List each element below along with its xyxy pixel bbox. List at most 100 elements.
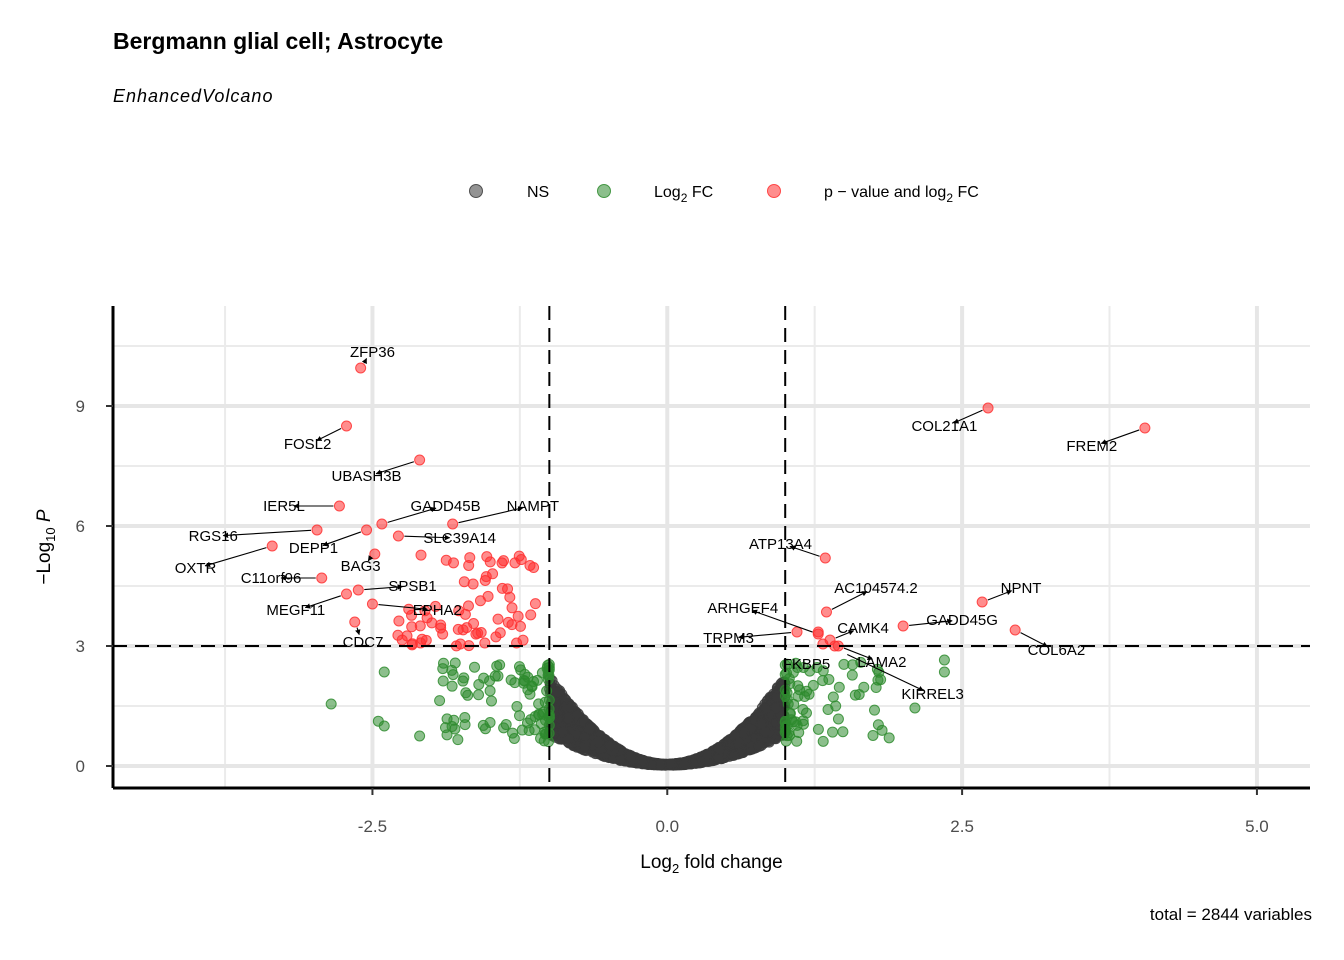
data-point-both [819, 552, 831, 564]
data-point-fc [437, 675, 449, 687]
data-point-fc [378, 720, 390, 732]
axes: -2.5 0.0 2.5 5.0 0 3 6 9 Log2 fold change −Log10 … [34, 306, 1310, 876]
data-point-fc [491, 660, 503, 672]
data-point-fc [781, 730, 793, 742]
y-tick-label: 0 [76, 757, 85, 776]
cutoff-lines [113, 306, 1310, 788]
data-point-both [406, 609, 418, 621]
label-connector [361, 357, 368, 365]
gene-label: FREM2 [1066, 438, 1117, 455]
x-tick-label: 5.0 [1245, 817, 1269, 836]
gene-label: LAMA2 [857, 654, 906, 671]
gene-label: CAMK4 [837, 620, 889, 637]
label-connector [831, 590, 868, 610]
data-point-fc [801, 685, 813, 697]
data-point-both [401, 630, 413, 642]
data-point-fc [438, 657, 450, 669]
gene-label: NAMPT [507, 498, 560, 515]
label-connector [847, 654, 925, 692]
data-point-both [453, 605, 465, 617]
label-connector [387, 506, 437, 523]
gene-label: BAG3 [341, 558, 381, 575]
data-point-both [376, 518, 388, 530]
data-point-fc [511, 700, 523, 712]
data-point-fc [457, 675, 469, 687]
legend-label-both: p − value and log2 FC [824, 184, 979, 205]
gene-label: COL21A1 [911, 418, 977, 435]
data-point-fc [869, 704, 881, 716]
data-point-fc [832, 713, 844, 725]
gene-label: C11orf96 [241, 570, 302, 587]
data-point-fc [817, 735, 829, 747]
data-point-both [311, 524, 323, 536]
data-point-fc [439, 722, 451, 734]
data-point-ns [728, 749, 740, 761]
data-point-both [393, 615, 405, 627]
gene-label: UBASH3B [332, 468, 402, 485]
legend-marker-fc [597, 184, 611, 198]
data-point-fc [790, 657, 802, 669]
gene-label: ARHGEF4 [707, 600, 778, 617]
legend-marker-both [767, 184, 781, 198]
data-point-fc [797, 704, 809, 716]
data-point-both [494, 627, 506, 639]
data-point-fc [817, 675, 829, 687]
data-point-ns [615, 754, 627, 766]
y-tick-label: 6 [76, 517, 85, 536]
data-point-fc [846, 669, 858, 681]
gene-label: TRPM3 [703, 630, 754, 647]
data-point-both [406, 639, 418, 651]
data-point-ns [565, 701, 577, 713]
data-point-both [504, 591, 516, 603]
chart-subtitle: EnhancedVolcano [113, 86, 274, 106]
data-point-fc [787, 716, 799, 728]
label-connector [404, 534, 451, 541]
label-connector [835, 630, 855, 639]
legend: NS Log2 FC p − value and log2 FC [469, 184, 979, 205]
legend-marker-ns [469, 184, 483, 198]
label-connector [355, 627, 361, 636]
label-connector [843, 647, 874, 661]
data-point-both [487, 568, 499, 580]
label-connector [987, 589, 1013, 601]
gene-label: FKBP5 [783, 656, 831, 673]
data-point-fc [505, 674, 517, 686]
data-point-fc [542, 674, 554, 686]
data-point-ns [738, 727, 750, 739]
data-point-both [355, 362, 367, 374]
data-point-fc [507, 727, 519, 739]
data-point-ns [664, 758, 676, 770]
gene-label: GADD45G [926, 612, 998, 629]
data-point-both [484, 556, 496, 568]
data-point-both [470, 628, 482, 640]
label-connector [909, 618, 953, 626]
data-point-both [496, 582, 508, 594]
label-connector [458, 506, 524, 524]
data-point-both [528, 562, 540, 574]
data-point-fc [469, 661, 481, 673]
data-point-fc [535, 732, 547, 744]
gene-label: AC104574.2 [834, 580, 917, 597]
gene-label: KIRREL3 [901, 686, 964, 703]
data-point-both [897, 620, 909, 632]
data-point-fc [909, 702, 921, 714]
label-connector [375, 461, 415, 475]
data-point-both [467, 578, 479, 590]
data-point-fc [514, 710, 526, 722]
data-point-ns [733, 737, 745, 749]
data-point-fc [473, 689, 485, 701]
label-connector [751, 609, 813, 633]
data-point-both [514, 620, 526, 632]
data-point-fc [811, 662, 823, 674]
data-point-fc [883, 732, 895, 744]
gene-label: FOSL2 [284, 436, 332, 453]
data-point-both [1139, 422, 1151, 434]
data-point-both [468, 618, 480, 630]
data-point-ns [759, 703, 771, 715]
data-point-both [525, 609, 537, 621]
gene-label: IER5L [263, 498, 305, 515]
data-point-both [447, 518, 459, 530]
data-point-fc [867, 729, 879, 741]
data-point-fc [938, 654, 950, 666]
